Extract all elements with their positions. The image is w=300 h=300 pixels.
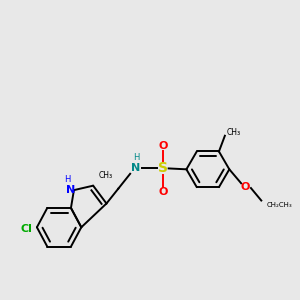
Text: O: O <box>158 187 167 196</box>
Text: S: S <box>158 161 168 176</box>
Text: H: H <box>64 175 70 184</box>
Text: O: O <box>158 140 167 151</box>
Text: H: H <box>133 153 139 162</box>
Text: N: N <box>66 185 76 195</box>
Text: CH₃: CH₃ <box>98 171 112 180</box>
Text: CH₂CH₃: CH₂CH₃ <box>266 202 292 208</box>
Text: Cl: Cl <box>21 224 32 234</box>
Text: N: N <box>131 164 141 173</box>
Text: CH₃: CH₃ <box>226 128 241 137</box>
Text: O: O <box>241 182 250 192</box>
